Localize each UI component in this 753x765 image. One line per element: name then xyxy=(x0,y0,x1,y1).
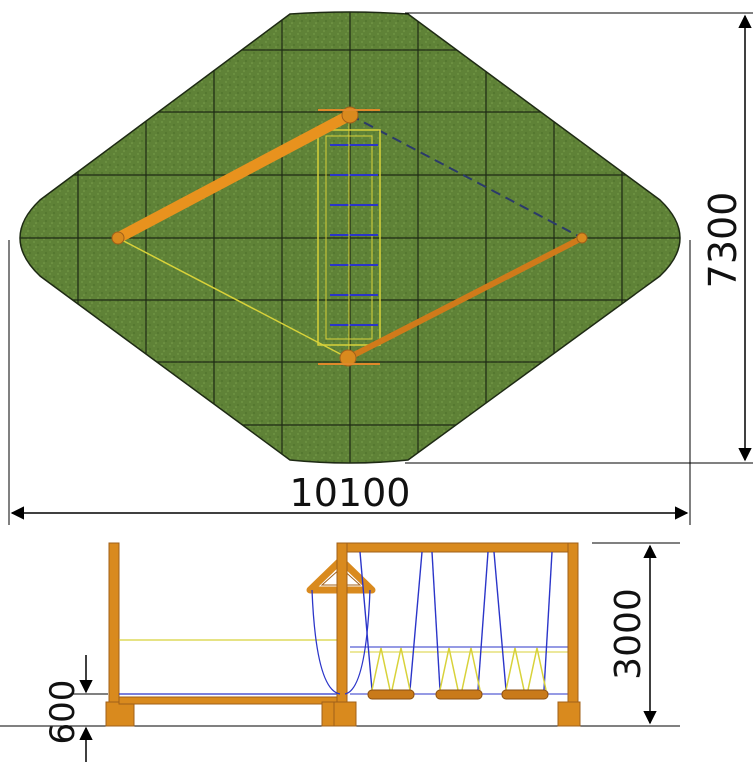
left-post xyxy=(108,542,120,727)
central-post-foot xyxy=(333,701,357,727)
side-elevation-view xyxy=(0,542,680,727)
swing-seats xyxy=(367,689,549,700)
low-beam xyxy=(118,696,340,705)
base-height-dimension: 600 xyxy=(43,655,108,762)
ladder-net-plan xyxy=(317,120,381,350)
right-post xyxy=(567,542,579,727)
depth-dimension: 7300 xyxy=(405,12,753,464)
swing-top-beam xyxy=(346,542,578,553)
guide-line-right-top xyxy=(349,114,583,239)
plan-view xyxy=(19,11,681,464)
height-label: 3000 xyxy=(608,588,649,680)
central-post xyxy=(336,542,348,727)
post-caps xyxy=(111,106,588,367)
swing-chains xyxy=(371,647,547,691)
left-post-foot xyxy=(105,701,135,727)
width-dimension: 10100 xyxy=(8,240,691,525)
swing-seat-3 xyxy=(501,689,549,700)
depth-label: 7300 xyxy=(701,192,745,289)
width-label: 10100 xyxy=(290,471,411,515)
beam-upper-left xyxy=(112,109,356,244)
height-dimension: 3000 xyxy=(592,542,680,725)
base-height-label: 600 xyxy=(43,680,83,745)
swing-seat-1 xyxy=(367,689,415,700)
swing-ropes xyxy=(359,551,553,691)
swing-seat-2 xyxy=(435,689,483,700)
beam-lower-right xyxy=(345,235,585,361)
guide-line-left-bottom xyxy=(117,237,349,359)
right-post-foot xyxy=(557,701,581,727)
